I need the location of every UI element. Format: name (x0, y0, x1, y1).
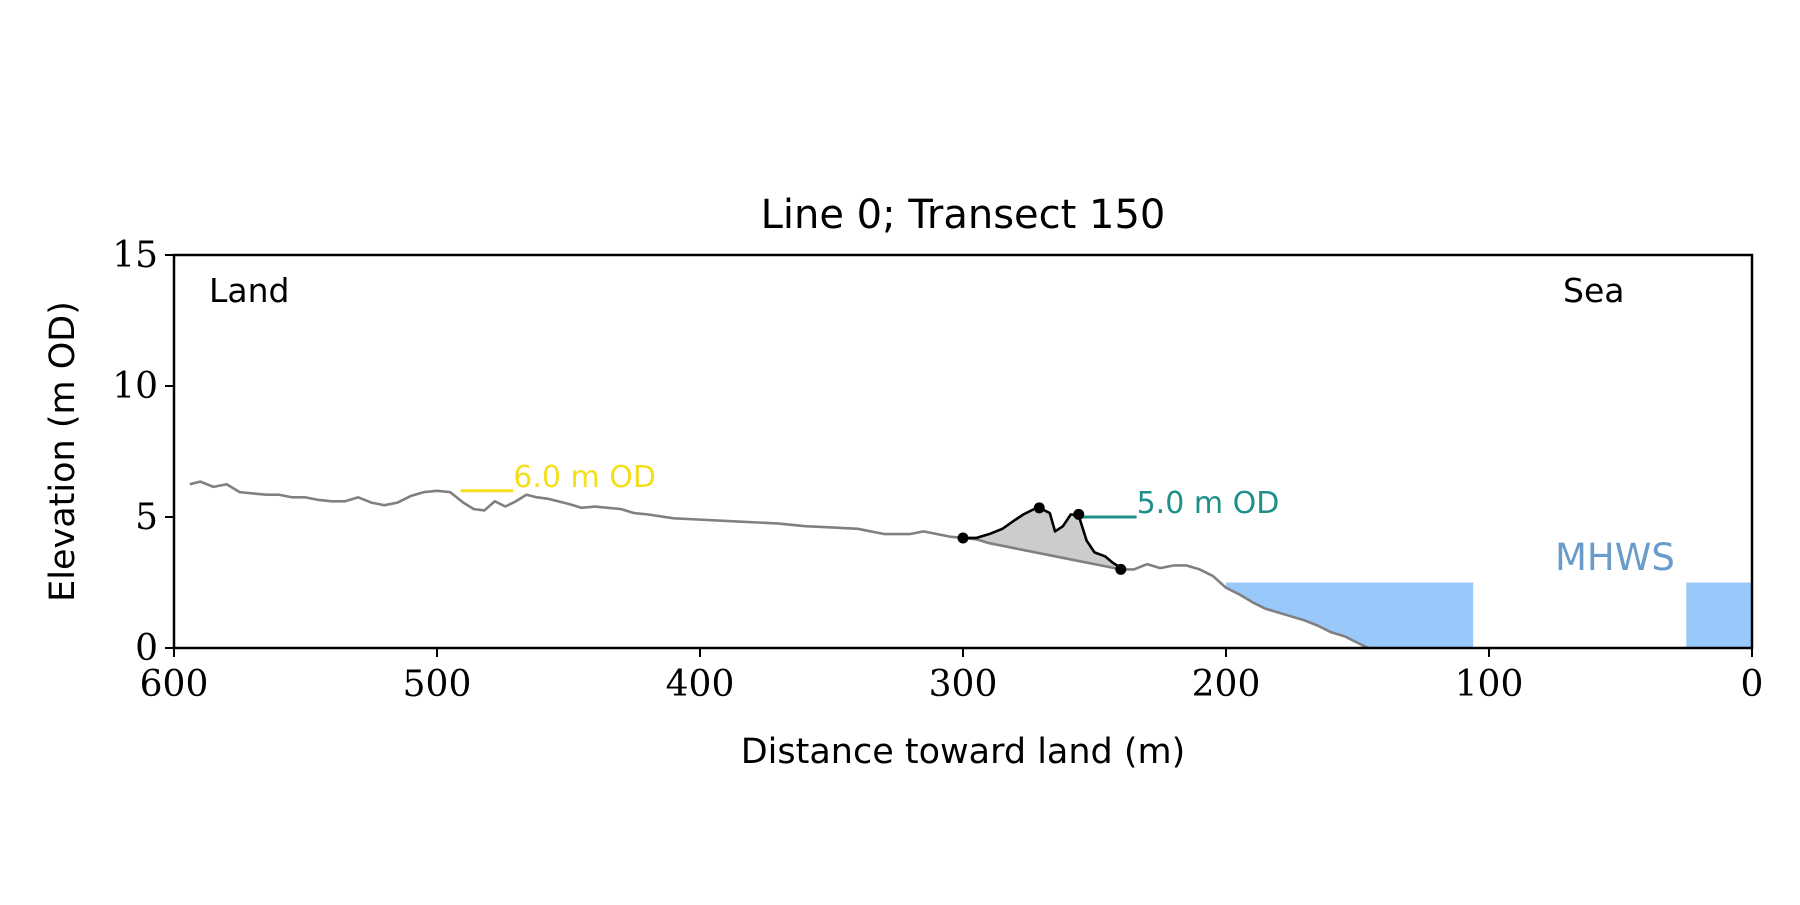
y-tick-label-3: 15 (112, 235, 158, 276)
x-tick-label-3: 300 (929, 664, 998, 705)
sea-label: Sea (1563, 271, 1624, 310)
mhws-water-region-1 (1686, 582, 1752, 648)
tick-layer: 600 500 400 300 200 100 0 0 5 10 15 (112, 235, 1763, 705)
dune-marker-3 (1115, 563, 1127, 575)
x-tick-label-0: 600 (140, 664, 209, 705)
x-tick-label-1: 500 (403, 664, 472, 705)
dune-line (963, 507, 1125, 571)
x-tick-label-5: 100 (1455, 664, 1524, 705)
dune-marker-0 (957, 532, 969, 544)
y-tick-label-1: 5 (135, 497, 158, 538)
plot-frame (172, 253, 1754, 650)
y-axis-title: Elevation (m OD) (43, 301, 83, 602)
x-tick-label-6: 0 (1741, 664, 1764, 705)
line-layer (189, 480, 1369, 648)
profile-line (189, 480, 1369, 648)
fill-layer (963, 509, 1752, 648)
text-layer: Line 0; Transect 150 Distance toward lan… (43, 192, 1675, 772)
mhws-label: MHWS (1555, 536, 1675, 579)
y-tick-label-2: 10 (112, 366, 158, 407)
x-tick-label-2: 400 (666, 664, 735, 705)
y-tick-label-0: 0 (135, 628, 158, 669)
chart-title: Line 0; Transect 150 (761, 192, 1166, 238)
mhws-water-region-0 (1226, 582, 1474, 648)
dune-marker-1 (1033, 502, 1045, 514)
x-tick-label-4: 200 (1192, 664, 1261, 705)
dune-marker-2 (1073, 508, 1085, 520)
land-label: Land (209, 271, 289, 310)
dune-volume-fill (963, 509, 1124, 570)
x-axis-title: Distance toward land (m) (741, 732, 1186, 772)
level-label-1: 5.0 m OD (1137, 486, 1280, 521)
marker-layer (957, 502, 1127, 575)
level-label-0: 6.0 m OD (513, 460, 656, 495)
